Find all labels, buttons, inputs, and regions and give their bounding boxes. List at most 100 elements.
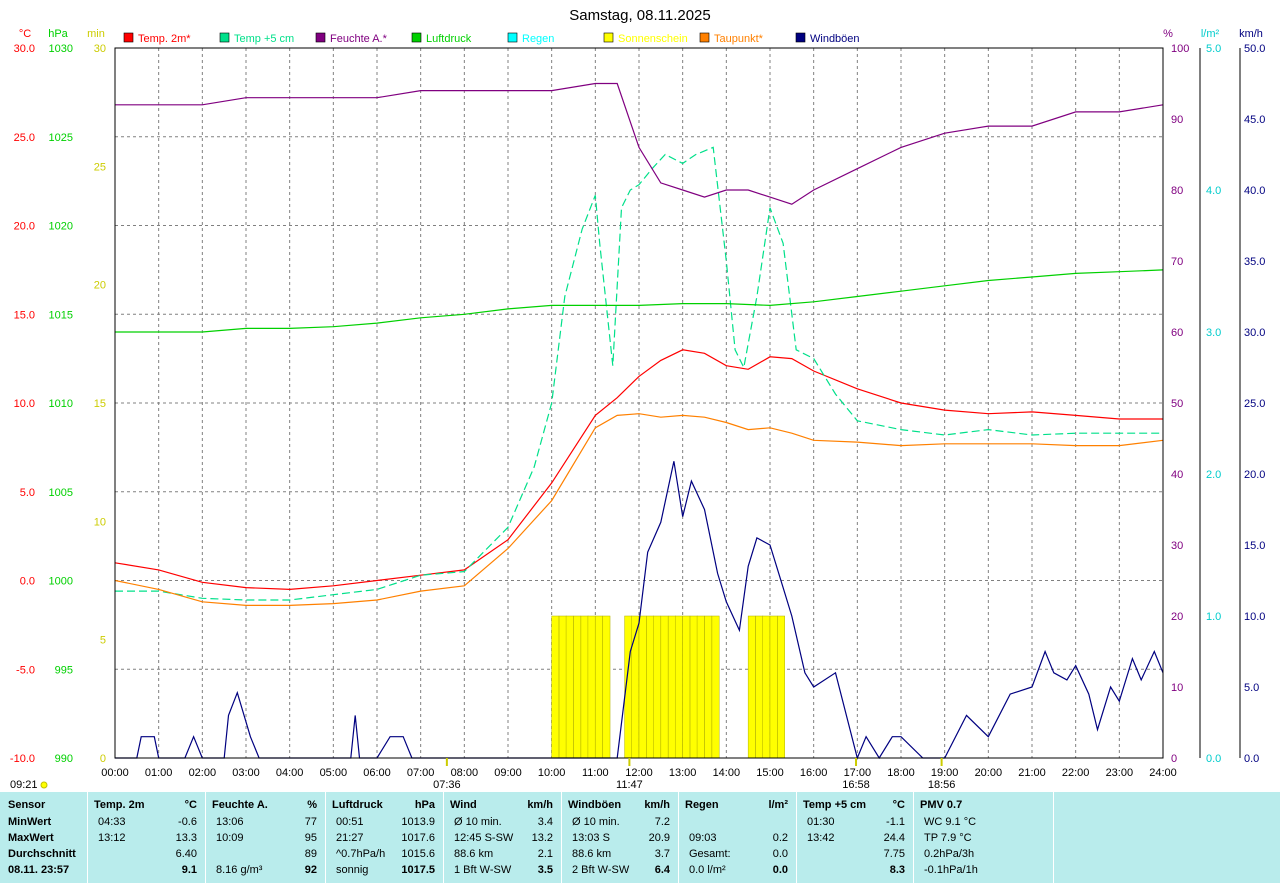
stats-cell-value: -1.1 [886,816,905,828]
sun-events: 07:36 11:47 16:58 18:56 09:21 [10,758,955,791]
stats-cell-label: 88.6 km [572,848,612,860]
humidity-tick-label: 20 [1171,611,1183,623]
rain-tick-label: 1.0 [1206,611,1221,623]
time-tick-label: 14:00 [713,767,741,779]
wind-tick-label: 0.0 [1244,753,1259,765]
hpa-tick-label: 1025 [49,132,73,144]
stats-cell-label: 0.2hPa/3h [924,848,975,860]
wind-tick-label: 20.0 [1244,469,1265,481]
time-tick-label: 06:00 [363,767,391,779]
sunshine-bar [551,615,560,759]
chart-grid [115,48,1163,758]
wind-tick-label: 25.0 [1244,398,1265,410]
stats-column-head: Temp +5 cm [803,799,867,811]
time-tick-label: 23:00 [1106,767,1134,779]
time-tick-label: 01:00 [145,767,173,779]
legend-swatch [219,32,230,43]
sunshine-bar [747,615,756,759]
stats-column-head: Feuchte A. [212,799,268,811]
stats-column: Windböen km/h Ø 10 min. 7.2 13:03 S 20.9 88.6 … [562,792,679,883]
stats-cell-value: 1017.5 [401,864,435,876]
sunshine-tick-label: 15 [94,398,106,410]
legend-label: Feuchte A.* [330,33,388,45]
sunshine-bar [668,615,676,759]
temp-tick-label: 15.0 [14,309,35,321]
stats-cell-label: 13:12 [98,832,126,844]
stats-column: PMV 0.7 WC 9.1 °C TP 7.9 °C 0.2hPa/3h -0.1hP… [914,792,1054,883]
stats-column: Temp +5 cm °C 01:30 -1.1 13:42 24.4 7.75 8.3 [797,792,914,883]
temp-tick-label: 5.0 [20,487,35,499]
sunshine-bar [580,615,589,759]
time-tick-label: 12:00 [625,767,653,779]
stats-row-labels: Sensor MinWert MaxWert Durchschnitt 08.1… [0,792,88,883]
temp-tick-label: 25.0 [14,132,35,144]
row-label-current: 08.11. 23:57 [8,864,70,876]
stats-cell-value: 1013.9 [401,816,435,828]
legend-label: Luftdruck [426,33,472,45]
series-line-temp-2m [114,349,1163,591]
chart-lines [114,82,1164,760]
stats-cell-label: 88.6 km [454,848,494,860]
stats-cell-label: 13:42 [807,832,835,844]
sunshine-bar [777,615,785,759]
time-tick-label: 04:00 [276,767,304,779]
sunshine-bar [711,615,720,759]
sunshine-tick-label: 0 [100,753,106,765]
stats-cell-label: -0.1hPa/1h [924,864,978,876]
time-tick-label: 17:00 [844,767,872,779]
unit-celsius: °C [19,28,31,40]
hpa-tick-label: 1020 [49,221,73,233]
humidity-tick-label: 60 [1171,327,1183,339]
series-line-feuchte-a [115,82,1164,205]
stats-cell-label: Gesamt: [689,848,731,860]
time-tick-label: 08:00 [451,767,479,779]
stats-column-head: Temp. 2m [94,799,145,811]
stats-column-head: Luftdruck [332,799,383,811]
stats-cell-label: 00:51 [336,816,364,828]
time-tick-label: 09:00 [494,767,522,779]
unit-rain: l/m² [1201,28,1220,40]
sunshine-tick-label: 20 [94,280,106,292]
temp-tick-label: -5.0 [16,664,35,676]
sun-icon [40,781,48,789]
hpa-tick-label: 995 [55,664,73,676]
series-line-luftdruck [115,269,1164,333]
series-line-windb-en [115,461,1164,760]
humidity-tick-label: 40 [1171,469,1183,481]
stats-cell-label: 04:33 [98,816,126,828]
hpa-tick-label: 990 [55,753,73,765]
sunshine-bar [689,615,698,759]
stats-cell-label: ^0.7hPa/h [336,848,386,860]
stats-cell-value: 20.9 [648,832,670,844]
time-tick-label: 18:00 [887,767,915,779]
wind-tick-label: 5.0 [1244,682,1259,694]
temp-tick-label: 0.0 [20,576,35,588]
time-tick-label: 20:00 [975,767,1003,779]
rain-tick-label: 2.0 [1206,469,1221,481]
humidity-tick-label: 50 [1171,398,1183,410]
chart-title: Samstag, 08.11.2025 [569,7,711,24]
stats-column: Temp. 2m °C 04:33 -0.6 13:12 13.3 6.40 9.1 [88,792,206,883]
stats-cell-label: 8.16 g/m³ [216,864,263,876]
legend-label: Taupunkt* [714,33,764,45]
rain-tick-label: 4.0 [1206,185,1221,197]
chart-legend: Temp. 2m* Temp +5 cm Feuchte A.* Luftdruck R… [123,32,860,45]
hpa-tick-label: 1005 [49,487,73,499]
sunshine-bar [565,615,574,759]
time-tick-label: 24:00 [1149,767,1177,779]
wind-tick-label: 45.0 [1244,114,1265,126]
legend-label: Regen [522,33,554,45]
time-tick-label: 13:00 [669,767,697,779]
chart-tick-labels: 30.025.020.015.010.05.00.0-5.0-10.010301… [10,43,1266,779]
sunshine-bar [653,615,661,759]
legend-label: Temp. 2m* [138,33,191,45]
humidity-tick-label: 10 [1171,682,1183,694]
stats-cell-label: 1 Bft W-SW [454,864,512,876]
stats-column: Luftdruck hPa 00:51 1013.9 21:27 1017.6 ^0.7hP… [326,792,444,883]
stats-cell-value: 0.0 [772,848,788,860]
stats-cell-label: 0.0 l/m² [689,864,726,876]
sunshine-bar [682,615,691,759]
row-label-average: Durchschnitt [8,848,76,860]
stats-cell-value: 77 [304,816,317,828]
hpa-tick-label: 1000 [49,576,73,588]
